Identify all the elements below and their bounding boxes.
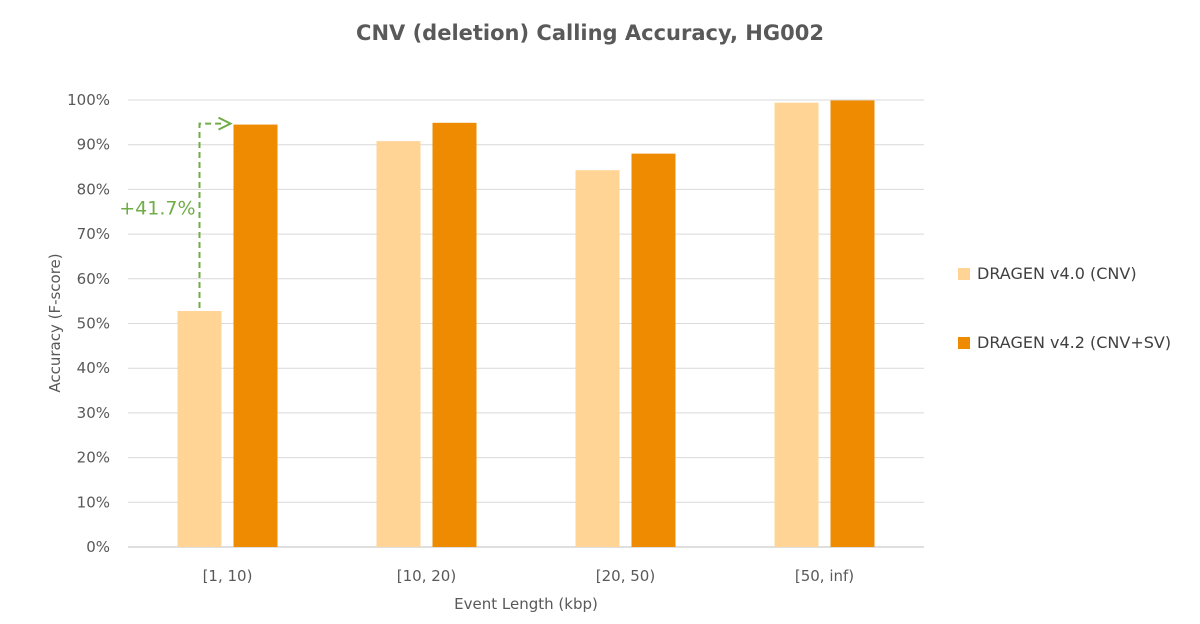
legend-swatch bbox=[958, 337, 970, 349]
improvement-annotation: +41.7% bbox=[119, 116, 233, 308]
bar-v42 bbox=[233, 124, 278, 548]
y-axis-ticks: 0% 10% 20% 30% 40% 50% 60% 70% 80% 90% 100% bbox=[67, 91, 110, 556]
bar-v40 bbox=[774, 102, 819, 547]
y-tick-label: 80% bbox=[77, 180, 110, 198]
legend: DRAGEN v4.0 (CNV) DRAGEN v4.2 (CNV+SV) bbox=[958, 264, 1171, 352]
bar-v42 bbox=[432, 122, 477, 547]
chart-title: CNV (deletion) Calling Accuracy, HG002 bbox=[356, 21, 824, 45]
bar-v40 bbox=[177, 310, 222, 547]
y-tick-label: 60% bbox=[77, 270, 110, 288]
legend-swatch bbox=[958, 268, 970, 280]
y-tick-label: 10% bbox=[77, 493, 110, 511]
x-tick-label: [10, 20) bbox=[397, 567, 456, 585]
y-tick-label: 100% bbox=[67, 91, 110, 109]
y-tick-label: 20% bbox=[77, 449, 110, 467]
y-tick-label: 90% bbox=[77, 136, 110, 154]
legend-label: DRAGEN v4.2 (CNV+SV) bbox=[977, 333, 1171, 352]
bar-v40 bbox=[376, 141, 421, 547]
x-axis-ticks: [1, 10) [10, 20) [20, 50) [50, inf) bbox=[203, 567, 855, 585]
y-tick-label: 70% bbox=[77, 225, 110, 243]
legend-label: DRAGEN v4.0 (CNV) bbox=[977, 264, 1137, 283]
annotation-arrow-line bbox=[198, 122, 223, 308]
bar-v42 bbox=[830, 100, 875, 548]
annotation-label: +41.7% bbox=[119, 197, 195, 219]
x-tick-label: [1, 10) bbox=[203, 567, 253, 585]
bars bbox=[177, 100, 875, 548]
x-tick-label: [20, 50) bbox=[596, 567, 655, 585]
bar-v40 bbox=[575, 170, 620, 547]
y-axis-label: Accuracy (F-score) bbox=[46, 253, 64, 392]
annotation-arrowhead bbox=[218, 116, 233, 131]
y-tick-label: 30% bbox=[77, 404, 110, 422]
bar-v42 bbox=[631, 153, 676, 547]
x-tick-label: [50, inf) bbox=[795, 567, 854, 585]
y-tick-label: 50% bbox=[77, 315, 110, 333]
x-axis-label: Event Length (kbp) bbox=[454, 595, 598, 613]
y-tick-label: 0% bbox=[86, 538, 110, 556]
y-tick-label: 40% bbox=[77, 359, 110, 377]
